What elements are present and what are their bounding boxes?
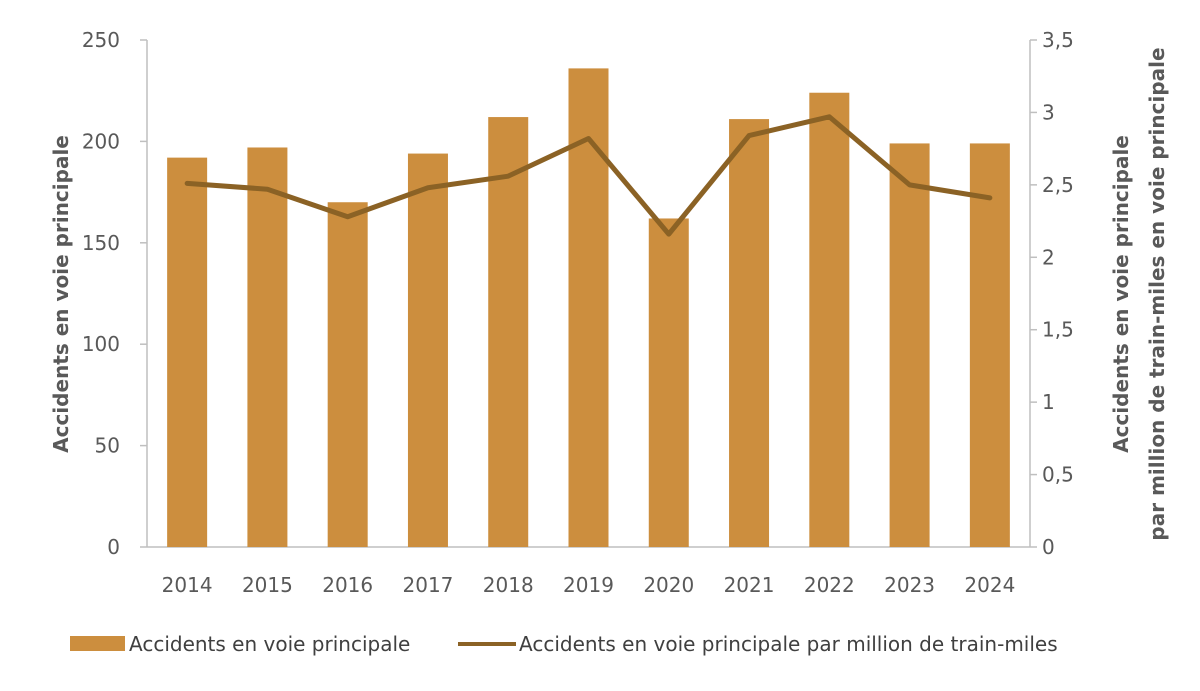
left-tick-label: 50 xyxy=(95,434,120,458)
right-axis-ticks: 0 0,5 1 1,5 2 2,5 3 3,5 xyxy=(1030,28,1074,559)
right-tick-label: 0 xyxy=(1042,535,1055,559)
bar-2023 xyxy=(889,143,930,548)
bar-2016 xyxy=(327,202,368,548)
right-tick-label: 0,5 xyxy=(1042,463,1074,487)
legend-bar-swatch xyxy=(70,636,125,651)
left-tick-label: 100 xyxy=(82,332,120,356)
left-tick-label: 0 xyxy=(107,535,120,559)
x-tick-label: 2024 xyxy=(964,573,1015,597)
bar-2015 xyxy=(247,147,288,547)
right-tick-label: 3 xyxy=(1042,100,1055,124)
right-tick-label: 1 xyxy=(1042,390,1055,414)
left-axis-ticks: 0 50 100 150 200 250 xyxy=(82,28,147,559)
right-axis-title-line2: par million de train-miles en voie princ… xyxy=(1145,47,1169,540)
x-tick-label: 2019 xyxy=(563,573,614,597)
legend-line-label: Accidents en voie principale par million… xyxy=(519,632,1058,656)
legend: Accidents en voie principale Accidents e… xyxy=(70,632,1058,656)
x-axis-ticks: 2014 2015 2016 2017 2018 2019 2020 2021 2022 2023… xyxy=(162,573,1016,597)
x-tick-label: 2021 xyxy=(724,573,775,597)
x-tick-label: 2022 xyxy=(804,573,855,597)
bar-2018 xyxy=(488,117,529,548)
bar-2020 xyxy=(648,218,689,548)
legend-bar-label: Accidents en voie principale xyxy=(129,632,410,656)
left-tick-label: 150 xyxy=(82,231,120,255)
bar-2021 xyxy=(729,119,770,547)
left-tick-label: 200 xyxy=(82,129,120,153)
right-tick-label: 1,5 xyxy=(1042,318,1074,342)
x-tick-label: 2015 xyxy=(242,573,293,597)
x-tick-label: 2016 xyxy=(322,573,373,597)
bar-2019 xyxy=(568,68,609,547)
right-tick-label: 2,5 xyxy=(1042,173,1074,197)
line-series xyxy=(184,114,993,237)
x-tick-label: 2018 xyxy=(483,573,534,597)
x-tick-label: 2020 xyxy=(643,573,694,597)
left-tick-label: 250 xyxy=(82,28,120,52)
right-axis-title-line1: Accidents en voie principale xyxy=(1109,135,1133,453)
bar-2014 xyxy=(167,157,208,547)
bar-2022 xyxy=(809,92,850,547)
bar-series xyxy=(167,68,1010,548)
right-tick-label: 3,5 xyxy=(1042,28,1074,52)
left-axis-title: Accidents en voie principale xyxy=(49,135,73,453)
x-tick-label: 2017 xyxy=(403,573,454,597)
bar-2017 xyxy=(407,153,448,547)
x-tick-label: 2014 xyxy=(162,573,213,597)
x-tick-label: 2023 xyxy=(884,573,935,597)
right-tick-label: 2 xyxy=(1042,245,1055,269)
bar-2024 xyxy=(969,143,1010,548)
